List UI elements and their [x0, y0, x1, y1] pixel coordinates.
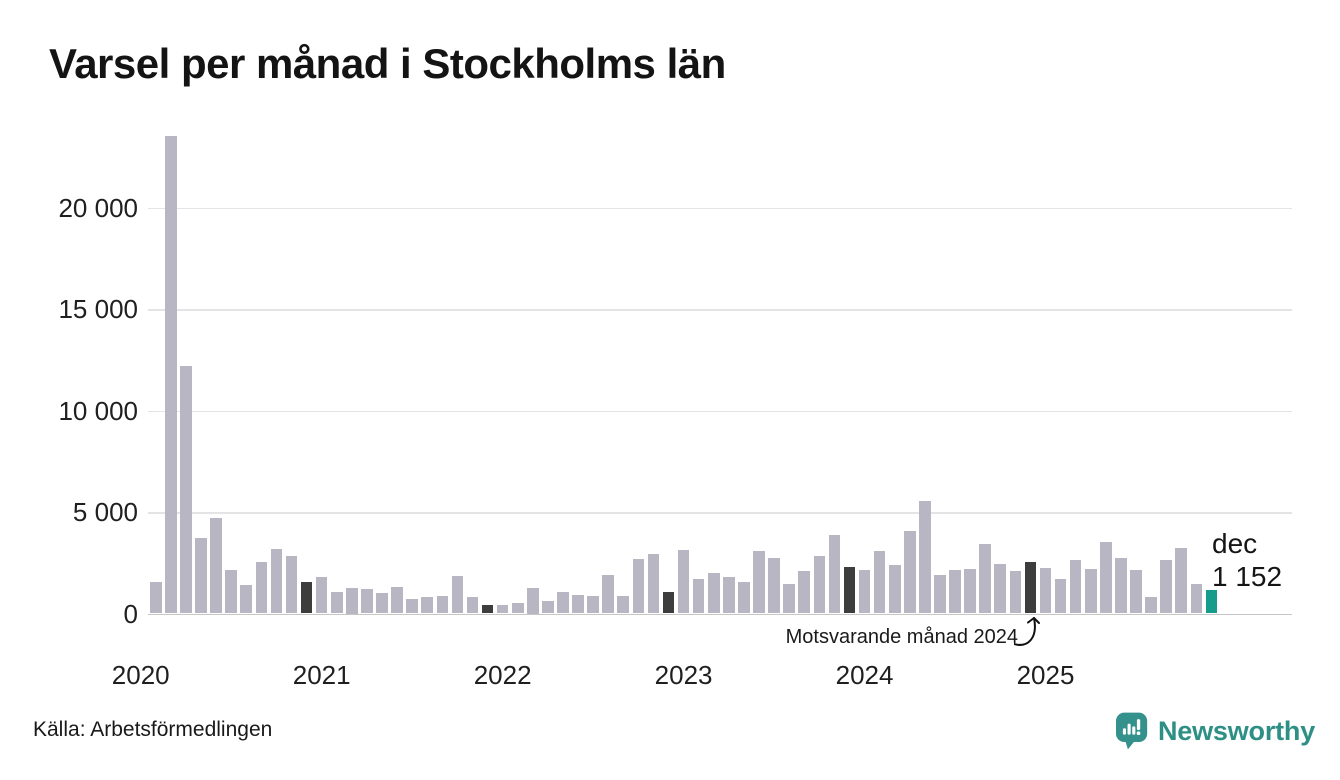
bar — [843, 566, 856, 614]
bar — [949, 570, 961, 614]
bar — [1205, 590, 1218, 614]
bar — [768, 557, 780, 614]
bar — [783, 584, 795, 614]
bar — [150, 582, 162, 614]
bar — [315, 576, 328, 614]
bar — [511, 603, 524, 614]
bar — [1009, 571, 1022, 614]
page-title: Varsel per månad i Stockholms län — [49, 40, 726, 87]
current-value: 1 152 — [1212, 561, 1283, 592]
bar — [481, 605, 494, 614]
bar — [1115, 557, 1127, 614]
bar — [361, 589, 373, 614]
bar — [542, 601, 554, 614]
y-tick-label: 5 000 — [72, 497, 138, 527]
x-year-label: 2022 — [473, 660, 532, 690]
bar — [330, 592, 343, 614]
source-caption: Källa: Arbetsförmedlingen — [33, 718, 273, 741]
y-tick-label: 20 000 — [58, 192, 138, 223]
annotation-arrow-icon — [1014, 617, 1040, 646]
bar — [1069, 560, 1082, 614]
y-tick-label: 15 000 — [58, 294, 138, 324]
bar — [1175, 548, 1188, 614]
gridline — [148, 512, 1292, 514]
bar — [888, 564, 901, 614]
bar — [858, 569, 871, 614]
bar — [934, 575, 946, 614]
bar — [466, 597, 479, 614]
current-value-label: dec 1 152 — [1212, 527, 1282, 593]
x-year-label: 2020 — [111, 660, 170, 690]
bar — [753, 550, 765, 614]
bar — [300, 582, 313, 614]
bar — [406, 599, 418, 614]
bar — [707, 572, 720, 614]
bar — [451, 575, 464, 614]
annotation-text: Motsvarande månad 2024 — [785, 626, 1018, 648]
bar — [255, 561, 268, 614]
bar — [1160, 560, 1172, 614]
bar — [1100, 541, 1112, 614]
bar — [617, 595, 630, 614]
bar — [587, 596, 599, 614]
bar — [1130, 570, 1142, 614]
bar — [1024, 561, 1037, 614]
bar — [602, 574, 614, 614]
bar — [677, 549, 690, 614]
x-year-label: 2025 — [1016, 660, 1075, 690]
y-tick-label: 10 000 — [58, 395, 138, 426]
bar — [904, 530, 916, 614]
bar — [436, 596, 449, 614]
bar — [979, 544, 991, 614]
bar — [873, 550, 886, 614]
bar — [421, 597, 434, 614]
bar — [692, 578, 705, 614]
bar — [964, 569, 976, 614]
gridline — [148, 613, 1292, 615]
bar — [346, 588, 358, 614]
y-tick-label: 0 — [123, 598, 138, 629]
bar — [165, 136, 177, 614]
bar — [647, 553, 660, 614]
bar — [813, 555, 826, 614]
bar — [557, 591, 569, 614]
bar — [994, 564, 1007, 614]
bar — [919, 501, 931, 614]
bar — [496, 605, 509, 614]
bar — [180, 365, 192, 614]
bar — [240, 585, 253, 614]
gridline — [148, 207, 1292, 209]
bar — [828, 535, 841, 614]
bar — [738, 582, 750, 614]
bar — [1190, 583, 1203, 614]
bar — [391, 587, 403, 614]
newsworthy-logo-icon — [1116, 712, 1148, 750]
bar — [723, 576, 735, 614]
bar — [798, 570, 811, 614]
bar — [376, 593, 388, 614]
x-year-label: 2024 — [835, 660, 894, 690]
bar — [285, 555, 298, 614]
bar — [195, 538, 207, 614]
bar — [1145, 597, 1157, 614]
bar — [572, 594, 584, 614]
bar — [225, 569, 237, 614]
bar — [662, 591, 675, 614]
gridline — [148, 309, 1292, 311]
bar — [1039, 568, 1052, 614]
bar — [1084, 569, 1097, 614]
bar — [270, 548, 283, 614]
bar — [210, 518, 222, 614]
current-month: dec — [1212, 528, 1258, 559]
bar — [632, 558, 645, 614]
bar — [1054, 578, 1067, 614]
brand-name: Newsworthy — [1158, 715, 1316, 746]
bar — [527, 588, 539, 614]
x-year-label: 2023 — [654, 660, 713, 690]
x-year-label: 2021 — [292, 660, 351, 690]
gridline — [148, 410, 1292, 412]
brand-logo: Newsworthy — [1116, 711, 1315, 751]
